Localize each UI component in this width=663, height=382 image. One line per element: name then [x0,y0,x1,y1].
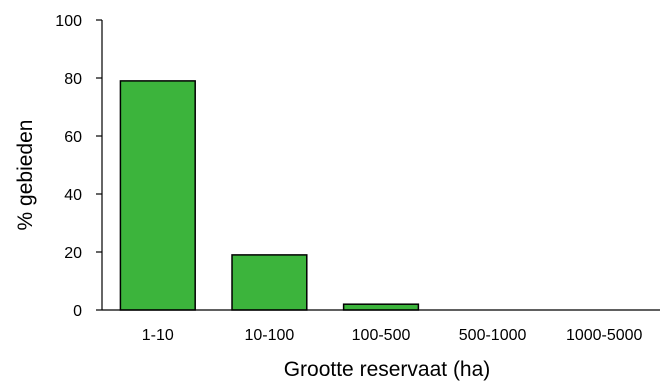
y-tick-label: 0 [73,303,82,320]
x-tick-label: 10-100 [244,327,294,344]
y-axis-title: % gebieden [14,120,37,231]
y-axis-ticks: 0 20 40 60 80 100 [55,13,102,320]
bar-10-100 [231,254,308,311]
x-axis-title: Grootte reservaat (ha) [284,358,491,381]
x-tick-label: 100-500 [352,327,411,344]
bar-1-10 [119,80,196,311]
x-tick-label: 500-1000 [459,327,527,344]
x-tick-label: 1000-5000 [566,327,643,344]
y-tick-label: 60 [64,129,82,146]
x-tick-label: 1-10 [142,327,174,344]
y-tick-label: 40 [64,187,82,204]
y-tick-label: 80 [64,71,82,88]
x-axis-ticks: 1-10 10-100 100-500 500-1000 1000-5000 [142,327,643,344]
bars [119,80,420,311]
bar-100-500 [342,303,420,311]
y-tick-label: 100 [55,13,82,30]
y-tick-label: 20 [64,245,82,262]
